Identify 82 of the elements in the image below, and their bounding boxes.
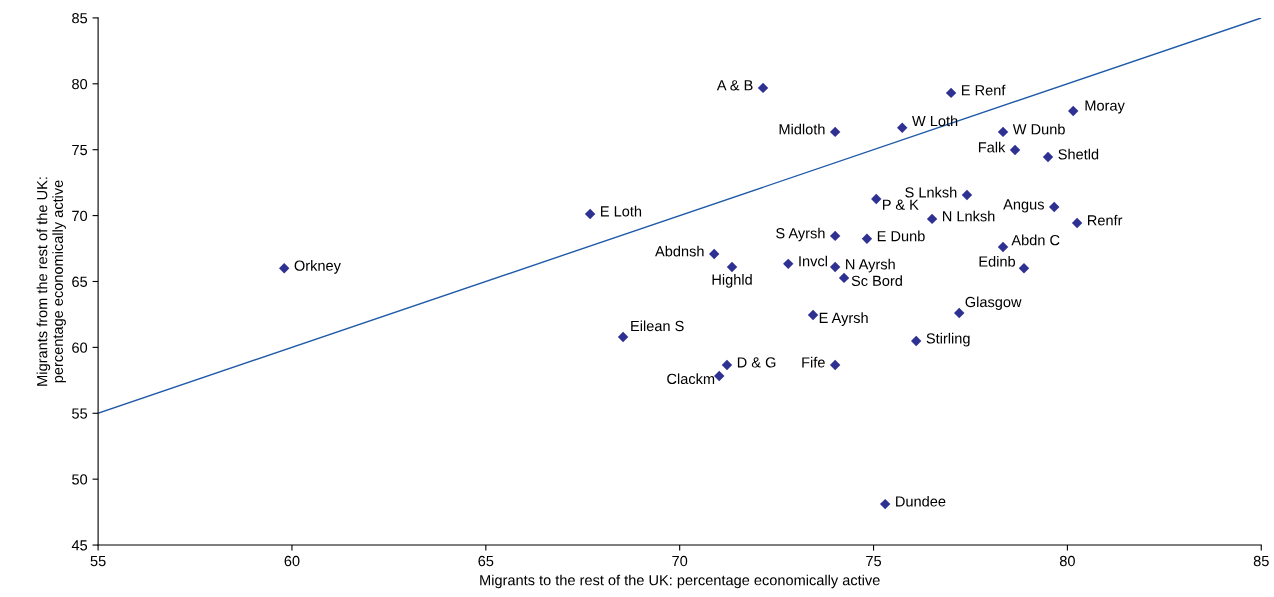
annotation: Invcl [799,255,827,267]
point [997,126,1009,138]
point [1042,151,1054,163]
annotation: D & G [737,357,776,368]
annotation: S Ayrsh [776,227,825,242]
annotation: Fife [802,356,825,368]
point [1009,144,1021,156]
point [954,307,965,319]
y-tick-label: 85 [72,13,88,24]
point [584,208,596,220]
point [279,263,290,274]
point [829,359,841,371]
y-tick-label: 75 [72,144,88,156]
y-tick-label: 45 [71,540,88,551]
point [721,359,733,371]
point [961,189,973,201]
point [910,335,922,347]
annotation: P & K [883,199,919,210]
annotation: Shetld [1058,148,1099,160]
y-tick-label: 80 [72,78,88,90]
annotation: W Dunb [1012,123,1065,135]
y-tick-label: 50 [72,474,88,485]
point [708,248,720,260]
point [829,261,841,273]
point [1049,201,1060,213]
x-tick-label: 55 [90,556,106,567]
x-axis-title: Migrants to the rest of the UK: percentage economically active [480,574,880,589]
point [926,213,938,225]
annotation: Falk [978,141,1006,153]
x-tick-label: 75 [866,556,882,567]
point [807,309,819,321]
point [945,87,957,99]
point [879,498,891,510]
annotation: Dundee [896,495,946,507]
annotation: Stirling [926,332,970,347]
annotation: Moray [1085,100,1125,114]
annotation: Eilean S [631,320,684,332]
point [783,258,794,270]
y-tick-label: 55 [72,408,88,419]
x-tick-label: 70 [672,555,688,567]
point [617,331,629,343]
annotation: E Dunb [877,230,925,242]
point [1068,105,1079,117]
annotation: Abdnsh [655,245,704,257]
annotation: Glasgow [965,296,1022,311]
point [757,82,769,94]
annotation: Renfr [1088,214,1123,226]
annotation: S Lnksh [905,186,957,198]
annotation: Highld [712,274,752,288]
point [871,193,882,205]
point [861,233,873,244]
annotation: N Lnksh [943,210,995,222]
point [1071,217,1083,229]
x-tick-label: 65 [478,555,494,567]
y-tick-label: 65 [72,276,88,287]
annotation: E Loth [601,205,642,217]
point [829,126,841,138]
point [726,261,738,273]
annotation: A & B [716,80,753,91]
point [829,230,841,242]
point [1018,263,1030,274]
point [897,122,908,134]
point [838,272,850,284]
x-tick-label: 85 [1253,555,1269,567]
annotation: N Ayrsh [846,258,895,273]
annotation: Edinb [979,255,1016,267]
y-axis-title: Migrants from the rest of the UK: percentage economically active [36,177,66,386]
annotation: E Renf [962,84,1006,96]
point [714,370,725,382]
y-tick-label: 60 [72,342,88,353]
annotation: Abdn C [1011,234,1060,246]
annotation: Orkney [294,260,341,274]
annotation: W Loth [912,115,958,127]
annotation: Angus [1003,199,1044,213]
annotation: Sc Bord [851,275,902,287]
y-tick-label: 70 [72,210,88,222]
x-tick-label: 80 [1059,555,1075,567]
annotation: Midloth [779,123,825,135]
point [997,241,1009,253]
x-tick-label: 60 [284,555,300,567]
annotation: Clackm [667,373,715,385]
annotation: E Ayrsh [819,312,868,326]
